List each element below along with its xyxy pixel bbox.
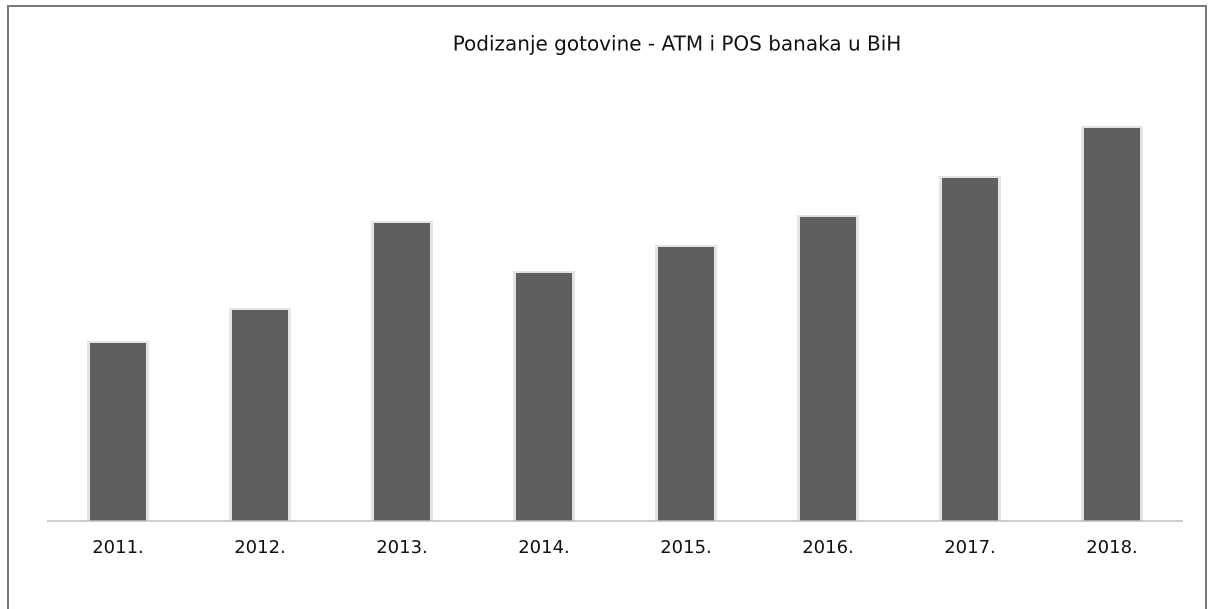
bar [232,310,288,521]
bar [942,178,998,521]
bar [516,273,572,521]
bar [90,343,146,521]
x-tick-label: 2016. [802,537,854,558]
bar [800,217,856,521]
x-tick-label: 2013. [376,537,428,558]
x-tick-label: 2014. [518,537,570,558]
x-tick-label: 2011. [92,537,144,558]
x-tick-label: 2017. [944,537,996,558]
x-tick-label: 2012. [234,537,286,558]
x-tick-label: 2018. [1086,537,1138,558]
bar [1084,128,1140,521]
chart-title: Podizanje gotovine - ATM i POS banaka u … [453,32,902,56]
bar [374,223,430,521]
bar [658,247,714,521]
x-tick-label: 2015. [660,537,712,558]
chart-frame [7,5,1207,609]
